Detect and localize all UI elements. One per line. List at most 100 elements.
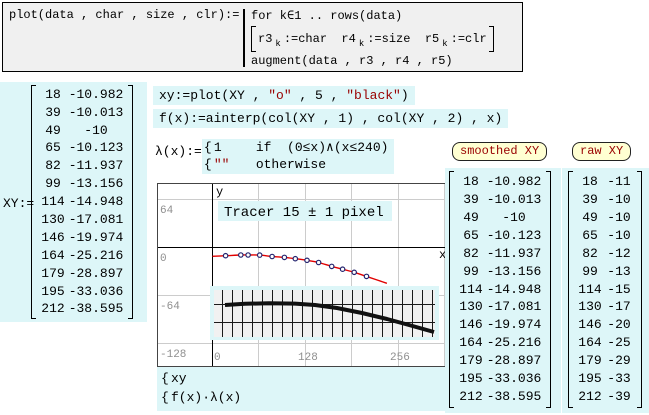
- matrix-cell-y: -28.897: [68, 265, 124, 281]
- data-point-marker: [222, 252, 229, 259]
- plot-trace-list[interactable]: { xy { f(x)·λ(x): [157, 367, 445, 411]
- x-tick-0: 0: [214, 352, 221, 364]
- matrix-cell-x: 82: [582, 245, 598, 261]
- matrix-row: 179 -28.897: [39, 265, 125, 283]
- expr-text: ): [400, 88, 409, 103]
- matrix-cell-x: 146: [41, 229, 65, 245]
- matrix-row: 146 -20: [576, 316, 634, 334]
- x-tick-256: 256: [390, 352, 410, 364]
- program-lhs: plot(data , char , size , clr):=: [9, 8, 240, 22]
- matrix-row: 146 -19.974: [457, 316, 543, 334]
- smoothed-xy-label[interactable]: smoothed XY: [452, 142, 548, 161]
- raw-xy-region[interactable]: 18 -11 39 -10 49 -10 65 -10 82 -12 99 -1…: [562, 168, 649, 413]
- matrix-cell-x: 212: [41, 301, 65, 317]
- program-token: :=clr: [450, 32, 487, 46]
- xy-plot-chart[interactable]: 64 0 -64 -128 0 128 256 y x Tracer 15 ± …: [157, 183, 450, 367]
- smoothed-xy-matrix[interactable]: 18 -10.982 39 -10.013 49 -10 65 -10.123 …: [449, 171, 551, 408]
- matrix-bracket-left: [568, 171, 573, 408]
- matrix-row: 39 -10.013: [39, 104, 125, 122]
- brace-icon: {: [161, 390, 169, 405]
- program-token: :=char r4: [283, 32, 356, 46]
- matrix-bracket-right: [546, 171, 551, 408]
- string-literal: "black": [346, 88, 401, 103]
- program-for-line: for k∈1 .. rows(data): [251, 9, 403, 23]
- matrix-row: 164 -25.216: [39, 247, 125, 265]
- scan-curve: [224, 301, 435, 334]
- program-definition-region[interactable]: plot(data , char , size , clr):= for k∈1…: [2, 2, 523, 72]
- matrix-cell-y: -12: [607, 245, 631, 261]
- matrix-cell-y: -11: [607, 174, 631, 190]
- tick-labels: 64 0 -64 -128 0 128 256: [160, 205, 410, 364]
- scan-image[interactable]: [210, 286, 439, 340]
- matrix-cell-y: -15: [607, 281, 631, 297]
- matrix-cell-y: -10.013: [68, 104, 124, 120]
- matrix-cell-x: 99: [582, 263, 598, 279]
- matrix-cell-x: 146: [578, 317, 602, 333]
- matrix-cell-y: -11.937: [486, 245, 542, 261]
- piecewise-value: "": [213, 156, 230, 172]
- y-tick-neg128: -128: [160, 349, 186, 361]
- program-token: :=size r5: [367, 32, 440, 46]
- matrix-row: 179 -28.897: [457, 352, 543, 370]
- matrix-cell-y: -33.036: [486, 371, 542, 386]
- matrix-bracket-right: [637, 171, 642, 408]
- y-tick-64: 64: [160, 205, 174, 217]
- matrix-cell-x: 39: [45, 104, 61, 120]
- matrix-cell-y: -33: [607, 371, 631, 386]
- matrix-row: 195 -33.036: [457, 370, 543, 388]
- matrix-cell-x: 195: [578, 371, 602, 386]
- matrix-row: 130 -17.081: [457, 298, 543, 316]
- matrix-row: 18 -10.982: [457, 173, 543, 191]
- matrix-cell-x: 130: [459, 299, 483, 315]
- scan-paper: [214, 290, 435, 337]
- xy-matrix-region[interactable]: XY:= 18 -10.982 39 -10.013 49 -10 65 -10…: [0, 82, 147, 322]
- matrix-cell-y: -38.595: [68, 301, 124, 317]
- matrix-cell-x: 114: [578, 281, 602, 297]
- matrix-cell-y: -20: [607, 317, 631, 333]
- matrix-cell-x: 179: [41, 265, 65, 281]
- program-augment-line: augment(data , r3 , r4 , r5): [251, 54, 453, 68]
- matrix-cell-y: -39: [607, 388, 631, 404]
- matrix-row: 195 -33: [576, 370, 634, 388]
- plot-title: Tracer 15 ± 1 pixel: [224, 205, 384, 221]
- matrix-row: 99 -13: [576, 263, 634, 281]
- f-definition-expression[interactable]: f(x):=ainterp(col(XY , 1) , col(XY , 2) …: [153, 109, 509, 128]
- matrix-bracket-left: [449, 171, 454, 408]
- raw-xy-label[interactable]: raw XY: [572, 142, 632, 161]
- xy-matrix[interactable]: 18 -10.982 39 -10.013 49 -10 65 -10.123 …: [31, 85, 133, 319]
- matrix-cell-y: -10: [84, 122, 108, 138]
- matrix-row: 130 -17: [576, 298, 634, 316]
- matrix-cell-x: 195: [41, 283, 65, 299]
- matrix-cell-y: -33.036: [68, 283, 124, 299]
- plot-title-region[interactable]: Tracer 15 ± 1 pixel: [218, 201, 392, 221]
- data-point-marker: [363, 273, 370, 280]
- xy-matrix-label: XY:=: [3, 196, 35, 211]
- matrix-body: 18 -11 39 -10 49 -10 65 -10 82 -12 99 -1…: [573, 171, 637, 408]
- data-point-marker: [269, 253, 275, 260]
- matrix-cell-x: 212: [578, 388, 602, 404]
- matrix-cell-y: -17.081: [486, 299, 542, 315]
- expr-text: xy:=plot(XY ,: [159, 88, 269, 103]
- trace-expression: xy: [171, 371, 187, 386]
- program-vertical-bar: [243, 9, 245, 67]
- matrix-cell-x: 39: [463, 192, 479, 208]
- xy-plot-expression[interactable]: xy:=plot(XY , "o" , 5 , "black"): [153, 86, 415, 105]
- matrix-cell-x: 146: [459, 317, 483, 333]
- smoothed-xy-region[interactable]: 18 -10.982 39 -10.013 49 -10 65 -10.123 …: [445, 168, 561, 413]
- matrix-cell-y: -11.937: [68, 158, 124, 174]
- matrix-row: 195 -33.036: [39, 283, 125, 301]
- x-tick-128: 128: [298, 352, 318, 364]
- matrix-row: 146 -19.974: [39, 229, 125, 247]
- piecewise-block: { 1 if (0≤x)∧(x≤240) { "" otherwise: [201, 139, 395, 174]
- lambda-definition-expression[interactable]: λ(x):= { 1 if (0≤x)∧(x≤240) { "" otherwi…: [155, 139, 395, 174]
- raw-xy-matrix[interactable]: 18 -11 39 -10 49 -10 65 -10 82 -12 99 -1…: [568, 171, 642, 408]
- matrix-cell-y: -13.156: [68, 176, 124, 192]
- piecewise-value: 1: [213, 140, 222, 155]
- matrix-row: 18 -10.982: [39, 86, 125, 104]
- brace-icon: {: [161, 371, 169, 386]
- data-point-marker: [256, 252, 263, 258]
- matrix-cell-y: -10.982: [68, 86, 124, 102]
- matrix-cell-y: -10.013: [486, 192, 542, 208]
- matrix-cell-y: -14.948: [68, 194, 124, 210]
- matrix-row: 212 -39: [576, 388, 634, 406]
